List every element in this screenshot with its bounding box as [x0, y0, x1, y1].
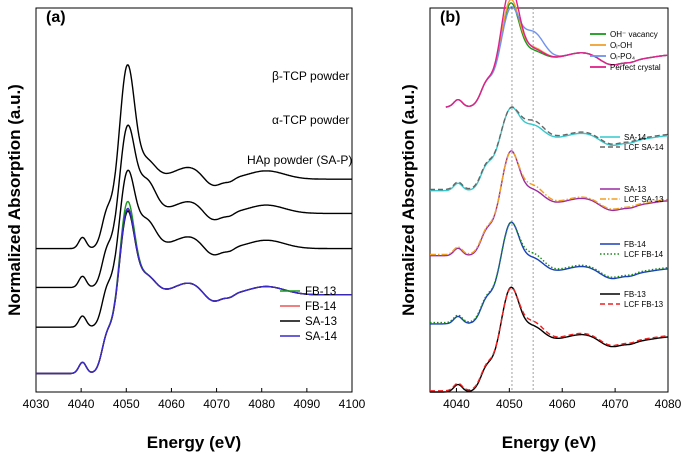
- panel-a-x-tick-label: 4090: [294, 397, 321, 411]
- panel-a-x-ticks: 4030 4040 4050 4060 4070 4080 4090 4100: [23, 388, 366, 411]
- panel-b-label: (b): [440, 9, 460, 26]
- sample-curve-fb-14: [430, 221, 669, 325]
- panel-a-x-tick-label: 4060: [158, 397, 185, 411]
- panel-b-x-tick-label: 4050: [496, 397, 523, 411]
- panel-a-x-tick-label: 4050: [113, 397, 140, 411]
- panel-a: (a) 4030 4040 4050 4060 4070 4080 4090 4100 Ene…: [5, 7, 366, 452]
- panel-b-reference-lines: [511, 8, 534, 392]
- reference-curve-2: [36, 169, 352, 328]
- fit-curve-sa-14: [430, 106, 669, 191]
- reference-curve-1: [36, 124, 352, 289]
- pair-legend-label-sample: FB-13: [624, 290, 646, 299]
- sample-curve-sa-13: [430, 150, 669, 257]
- pair-legend-label-sample: FB-14: [624, 240, 646, 249]
- panel-b-curves: [430, 0, 669, 393]
- pair-legend-label-sample: SA-13: [624, 185, 647, 194]
- panel-b-frame: [429, 7, 669, 393]
- panel-b-legend: OH⁻ vacancy Oᵢ-OH Oᵢ-PO₄ Perfect crystal SA-…: [590, 30, 664, 309]
- model-legend-label-1: Oᵢ-OH: [610, 41, 632, 50]
- annotation-hap-powder: HAp powder (SA-P): [247, 153, 352, 167]
- panel-b: (b) 4040 4050 4060 4070 4080 Energy (eV) Nor…: [399, 0, 682, 452]
- panel-b-x-tick-label: 4080: [655, 397, 682, 411]
- panel-b-x-label: Energy (eV): [502, 433, 596, 452]
- panel-a-x-tick-label: 4070: [203, 397, 230, 411]
- model-legend-label-3: Perfect crystal: [610, 63, 661, 72]
- panel-a-label: (a): [46, 9, 66, 26]
- panel-a-curves: [36, 64, 352, 375]
- sample-curve-sa-14: [430, 106, 668, 192]
- pair-legend-label-fit: LCF SA-14: [624, 143, 664, 152]
- panel-b-x-tick-label: 4070: [602, 397, 629, 411]
- model-legend-label-2: Oᵢ-PO₄: [610, 52, 635, 61]
- fit-curve-sa-13: [430, 150, 668, 256]
- pair-legend-label-fit: LCF FB-14: [624, 250, 664, 259]
- panel-a-legend: FB-13 FB-14 SA-13 SA-14: [280, 286, 338, 343]
- panel-a-x-tick-label: 4080: [248, 397, 275, 411]
- panel-a-x-tick-label: 4040: [68, 397, 95, 411]
- panel-a-x-tick-label: 4030: [23, 397, 50, 411]
- legend-label-fb-13: FB-13: [305, 286, 336, 298]
- panel-a-x-tick-label: 4100: [339, 397, 366, 411]
- annotation-beta-tcp: β-TCP powder: [272, 69, 349, 83]
- panel-b-x-tick-label: 4040: [443, 397, 470, 411]
- legend-label-fb-14: FB-14: [305, 301, 337, 313]
- legend-label-sa-13: SA-13: [305, 316, 337, 328]
- model-curve-3: [445, 0, 669, 108]
- fit-curve-fb-14: [430, 221, 669, 324]
- panel-b-y-label: Normalized Absorption (a.u.): [399, 84, 418, 316]
- panel-a-x-label: Energy (eV): [147, 433, 241, 452]
- panel-b-x-ticks: 4040 4050 4060 4070 4080: [443, 388, 682, 411]
- reference-curve-0: [36, 64, 352, 250]
- pair-legend-label-fit: LCF SA-13: [624, 195, 664, 204]
- panel-b-x-tick-label: 4060: [549, 397, 576, 411]
- panel-a-frame: [35, 7, 353, 393]
- model-legend-label-0: OH⁻ vacancy: [610, 30, 658, 39]
- series-curve-sa-14: [36, 207, 352, 375]
- pair-legend-label-sample: SA-14: [624, 133, 647, 142]
- fit-curve-fb-13: [430, 287, 669, 392]
- sample-curve-fb-13: [430, 286, 669, 393]
- panel-a-y-label: Normalized Absorption (a.u.): [5, 84, 24, 316]
- pair-legend-label-fit: LCF FB-13: [624, 300, 664, 309]
- annotation-alpha-tcp: α-TCP powder: [272, 113, 349, 127]
- legend-label-sa-14: SA-14: [305, 331, 338, 343]
